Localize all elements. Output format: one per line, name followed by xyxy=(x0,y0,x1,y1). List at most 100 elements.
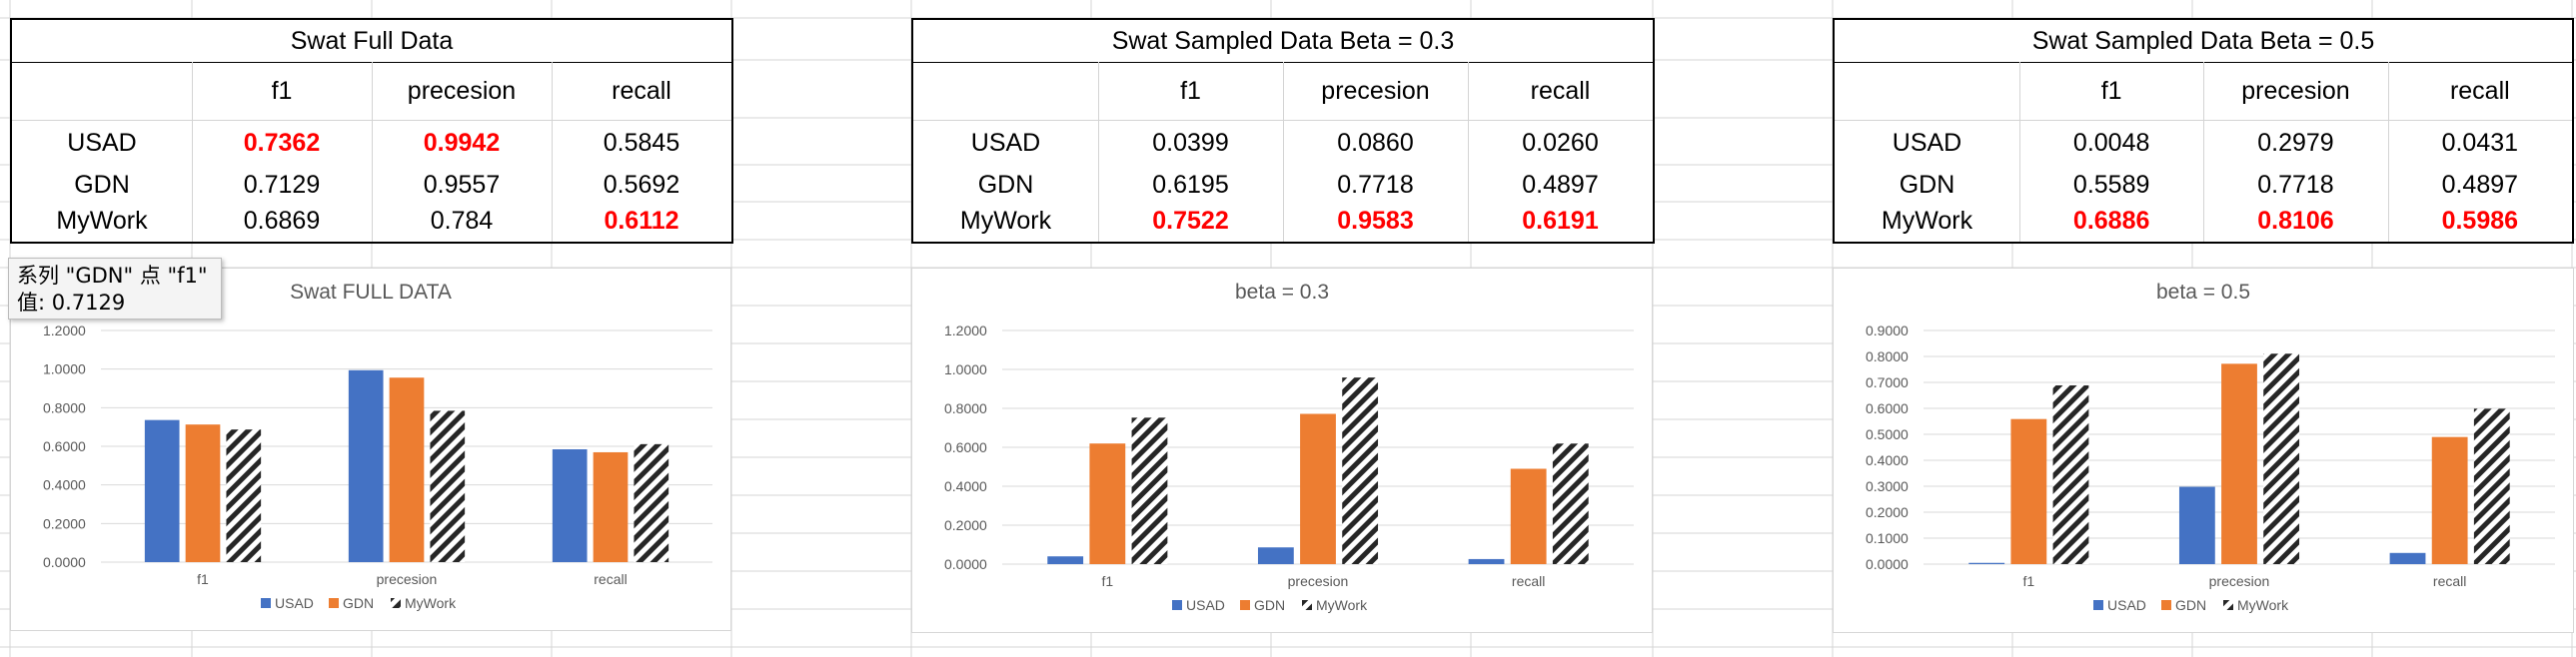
column-header[interactable]: precesion xyxy=(407,77,517,105)
bar-mywork[interactable] xyxy=(1552,443,1589,564)
table-cell[interactable]: 0.2979 xyxy=(2257,129,2334,157)
bar-gdn[interactable] xyxy=(2221,363,2257,564)
bar-mywork[interactable] xyxy=(1131,417,1168,564)
legend-label: GDN xyxy=(1254,597,1285,613)
row-label[interactable]: MyWork xyxy=(56,207,148,235)
table-cell[interactable]: 0.7522 xyxy=(1152,207,1229,235)
bar-gdn[interactable] xyxy=(2010,418,2047,564)
legend-swatch-gdn xyxy=(329,598,339,608)
y-tick-label: 0.8000 xyxy=(43,399,86,415)
column-header[interactable]: precesion xyxy=(2241,77,2350,105)
chart-svg: Swat FULL DATA 0.0000 0.2000 0.4000 0.6000 0.… xyxy=(43,281,712,611)
bar-mywork[interactable] xyxy=(226,429,262,562)
bar-gdn[interactable] xyxy=(593,451,629,562)
bar-gdn[interactable] xyxy=(185,424,221,562)
bar-gdn[interactable] xyxy=(1300,413,1336,564)
row-label[interactable]: MyWork xyxy=(1881,207,1973,235)
y-tick-label: 0.4000 xyxy=(1866,452,1909,468)
bar-mywork[interactable] xyxy=(1342,377,1379,564)
table-cell[interactable]: 0.6112 xyxy=(604,207,679,235)
y-tick-label: 0.0000 xyxy=(43,554,86,570)
table-cell[interactable]: 0.0431 xyxy=(2441,129,2519,157)
bar-gdn[interactable] xyxy=(1510,468,1547,564)
table-cell[interactable]: 0.7718 xyxy=(1337,171,1414,199)
table-cell[interactable]: 0.9942 xyxy=(423,129,501,157)
table-cell[interactable]: 0.6886 xyxy=(2072,207,2150,235)
table-cell[interactable]: 0.4897 xyxy=(2441,171,2519,199)
chart-tooltip: 系列 "GDN" 点 "f1" 值: 0.7129 xyxy=(8,258,222,320)
bar-usad[interactable] xyxy=(144,419,180,562)
y-tick-label: 0.0000 xyxy=(1866,556,1909,572)
table-cell[interactable]: 0.0260 xyxy=(1522,129,1599,157)
table-cell[interactable]: 0.4897 xyxy=(1522,171,1599,199)
row-label[interactable]: USAD xyxy=(970,129,1041,157)
row-label[interactable]: USAD xyxy=(67,129,137,157)
table-cell[interactable]: 0.5692 xyxy=(603,171,680,199)
table-cell[interactable]: 0.5986 xyxy=(2441,207,2519,235)
bar-mywork[interactable] xyxy=(430,410,466,562)
table-cell[interactable]: 0.7362 xyxy=(243,129,321,157)
row-label[interactable]: GDN xyxy=(977,171,1034,199)
chart-title: Swat FULL DATA xyxy=(290,281,452,304)
column-header[interactable]: precesion xyxy=(1321,77,1430,105)
table-cell[interactable]: 0.0399 xyxy=(1152,129,1229,157)
bar-usad[interactable] xyxy=(552,448,588,562)
table-cell[interactable]: 0.6869 xyxy=(243,207,321,235)
bar-usad[interactable] xyxy=(2178,486,2215,564)
row-label[interactable]: USAD xyxy=(1892,129,1962,157)
y-tick-label: 0.5000 xyxy=(1866,426,1909,442)
chart-beta-05[interactable]: beta = 0.5 0.0000 0.1000 0.2000 0.3000 0.4000… xyxy=(1833,268,2574,633)
bar-mywork[interactable] xyxy=(634,443,669,562)
bar-usad[interactable] xyxy=(1968,562,2005,564)
legend-swatch-usad xyxy=(2093,600,2103,610)
bar-gdn[interactable] xyxy=(2431,436,2468,564)
table-cell[interactable]: 0.7129 xyxy=(243,171,321,199)
bar-usad[interactable] xyxy=(348,369,384,562)
y-tick-label: 0.1000 xyxy=(1866,530,1909,546)
legend-label: USAD xyxy=(275,595,314,611)
chart-swat-full-data[interactable]: Swat FULL DATA 0.0000 0.2000 0.4000 0.6000 0.… xyxy=(10,268,731,631)
row-label[interactable]: MyWork xyxy=(959,207,1052,235)
table-cell[interactable]: 0.5589 xyxy=(2072,171,2150,199)
column-header[interactable]: recall xyxy=(1530,77,1591,105)
table-cell[interactable]: 0.5845 xyxy=(603,129,680,157)
bar-gdn[interactable] xyxy=(1089,443,1126,564)
table-col-divider xyxy=(372,62,373,242)
bar-mywork[interactable] xyxy=(2263,353,2300,564)
table-cell[interactable]: 0.8106 xyxy=(2257,207,2334,235)
bar-mywork[interactable] xyxy=(2052,384,2089,564)
table-swat-beta-05: Swat Sampled Data Beta = 0.5 f1 precesion… xyxy=(1833,18,2574,244)
table-cell[interactable]: 0.9557 xyxy=(423,171,501,199)
legend-label: USAD xyxy=(1186,597,1225,613)
x-category-label: precesion xyxy=(1288,573,1349,589)
table-cell[interactable]: 0.7718 xyxy=(2257,171,2334,199)
legend-swatch-mywork xyxy=(2223,600,2233,610)
column-header[interactable]: f1 xyxy=(1180,77,1201,105)
bar-usad[interactable] xyxy=(2389,552,2426,564)
column-header[interactable]: recall xyxy=(612,77,671,105)
table-cell[interactable]: 0.6191 xyxy=(1522,207,1599,235)
x-category-label: recall xyxy=(2433,573,2466,589)
table-cell[interactable]: 0.0048 xyxy=(2072,129,2150,157)
column-header[interactable]: f1 xyxy=(271,77,293,105)
table-cell[interactable]: 0.6195 xyxy=(1152,171,1229,199)
table-col-divider xyxy=(2019,62,2020,242)
table-cell[interactable]: 0.0860 xyxy=(1337,129,1414,157)
bar-usad[interactable] xyxy=(1257,547,1294,564)
column-header[interactable]: recall xyxy=(2449,77,2510,105)
legend-label: MyWork xyxy=(2237,597,2289,613)
legend-label: GDN xyxy=(343,595,374,611)
chart-beta-03[interactable]: beta = 0.3 0.0000 0.2000 0.4000 0.6000 0.8000… xyxy=(911,268,1653,633)
column-header[interactable]: f1 xyxy=(2100,77,2122,105)
row-label[interactable]: GDN xyxy=(1899,171,1955,199)
table-cell[interactable]: 0.9583 xyxy=(1337,207,1414,235)
table-title: Swat Sampled Data Beta = 0.5 xyxy=(1835,20,2572,63)
x-category-label: precesion xyxy=(377,571,438,587)
bar-usad[interactable] xyxy=(1047,556,1084,564)
tooltip-series-line: 系列 "GDN" 点 "f1" xyxy=(17,264,208,288)
bar-usad[interactable] xyxy=(1468,558,1505,564)
bar-mywork[interactable] xyxy=(2473,408,2510,564)
bar-gdn[interactable] xyxy=(389,377,425,562)
table-cell[interactable]: 0.784 xyxy=(430,207,494,235)
row-label[interactable]: GDN xyxy=(74,171,130,199)
